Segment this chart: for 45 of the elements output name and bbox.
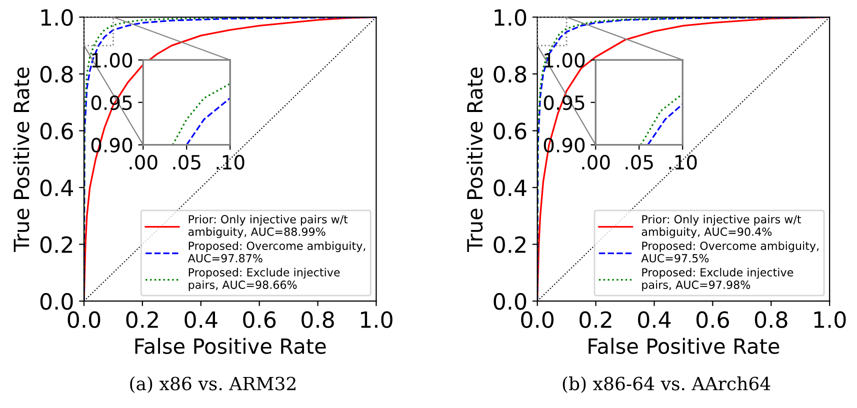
x-tick-label: 1.0 [360,311,392,328]
x-tick-label: .10 [669,154,697,170]
x-tick-label: 0.4 [638,311,671,328]
x-tick-label: .05 [173,154,200,170]
y-tick-label: 0.0 [494,293,526,310]
y-tick-label: 1.0 [494,9,526,26]
x-tick-label: 0.2 [126,311,158,328]
y-tick-label: 0.8 [494,66,526,83]
legend-label: Prior: Only injective pairs w/t ambiguity, AUC=90.4% [642,214,802,238]
text: (b) x86-64 vs. AArch64 [562,376,770,393]
text: (a) x86 vs. ARM32 [130,376,296,393]
legend-label: Proposed: Exclude injective pairs, AUC=97.98% [642,268,794,292]
legend-label: Proposed: Exclude injective pairs, AUC=98.66% [188,268,340,292]
x-tick-label: .00 [582,154,610,170]
x-tick-label: .10 [216,154,244,170]
y-tick-label: 0.2 [494,236,526,254]
y-tick-label: 0.2 [40,236,72,254]
y-tick-label: 0.8 [40,66,73,83]
x-tick-label: 1.0 [814,311,846,328]
y-tick-label: 0.6 [40,122,73,140]
x-axis-title: False Positive Rate [588,338,780,354]
y-tick-label: 0.4 [40,179,74,196]
x-tick-label: 0.4 [184,311,218,328]
y-tick-label: 0.0 [40,293,73,310]
legend-label: Proposed: Overcome ambiguity, AUC=97.5% [641,241,818,262]
y-tick-label: 0.4 [494,179,526,196]
x-tick-label: 0.0 [521,311,554,328]
x-tick-label: 0.0 [68,311,100,328]
x-tick-label: 0.2 [580,311,612,328]
x-tick-label: 0.8 [302,311,334,328]
x-tick-label: 0.6 [696,311,729,328]
x-tick-label: 0.6 [243,311,276,328]
x-tick-label: .00 [130,154,158,170]
y-tick-label: 0.6 [494,122,526,140]
x-tick-label: 0.8 [754,311,788,328]
y-tick-label: 1.00 [92,52,132,68]
y-tick-label: 1.0 [41,9,73,26]
y-axis-title: True Positive Rate [466,67,483,252]
legend-label: Prior: Only injective pairs w/t ambiguity, AUC=88.99% [188,214,348,238]
legend-label: Proposed: Overcome ambiguity, AUC=97.87% [188,241,366,262]
y-axis-title: True Positive Rate [13,67,30,252]
x-tick-label: .05 [626,154,653,170]
y-tick-label: 1.00 [544,52,585,68]
x-axis-title: False Positive Rate [135,338,326,354]
line-series [172,82,230,145]
